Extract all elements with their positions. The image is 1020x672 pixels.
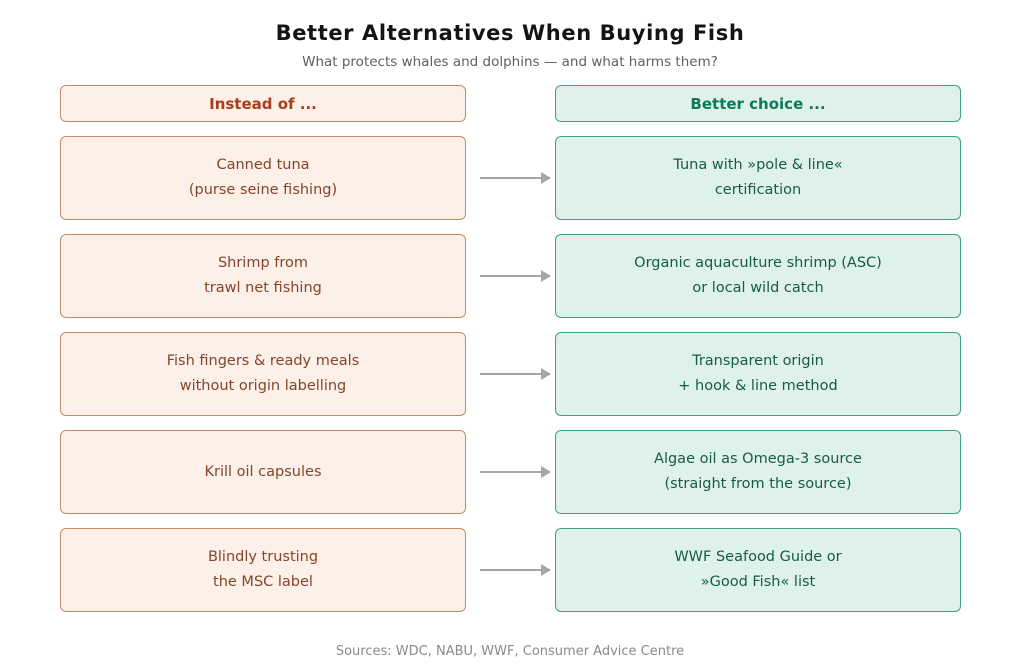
- arrow-right-icon: [479, 172, 551, 184]
- header-spacer: [466, 85, 555, 122]
- column-header-better: Better choice ...: [555, 85, 961, 122]
- page-title: Better Alternatives When Buying Fish: [275, 21, 745, 45]
- arrow-cell: [466, 136, 555, 220]
- arrow-cell: [466, 332, 555, 416]
- instead-item-krill-oil: Krill oil capsules: [60, 430, 466, 514]
- arrow-right-icon: [479, 466, 551, 478]
- arrow-right-icon: [479, 368, 551, 380]
- better-item-algae-oil: Algae oil as Omega-3 source (straight fr…: [555, 430, 961, 514]
- column-header-instead: Instead of ...: [60, 85, 466, 122]
- instead-item-fish-fingers: Fish fingers & ready meals without origi…: [60, 332, 466, 416]
- arrow-right-icon: [479, 270, 551, 282]
- instead-item-msc-label: Blindly trusting the MSC label: [60, 528, 466, 612]
- arrow-cell: [466, 430, 555, 514]
- better-item-transparent-origin: Transparent origin + hook & line method: [555, 332, 961, 416]
- arrow-cell: [466, 234, 555, 318]
- page-subtitle: What protects whales and dolphins — and …: [302, 54, 718, 70]
- better-item-pole-line-tuna: Tuna with »pole & line« certification: [555, 136, 961, 220]
- better-item-seafood-guide: WWF Seafood Guide or »Good Fish« list: [555, 528, 961, 612]
- sources-note: Sources: WDC, NABU, WWF, Consumer Advice…: [335, 644, 685, 659]
- arrow-cell: [466, 528, 555, 612]
- better-item-asc-shrimp: Organic aquaculture shrimp (ASC) or loca…: [555, 234, 961, 318]
- instead-item-canned-tuna: Canned tuna (purse seine fishing): [60, 136, 466, 220]
- comparison-grid: Instead of ... Better choice ... Canned …: [60, 85, 961, 612]
- instead-item-trawl-shrimp: Shrimp from trawl net fishing: [60, 234, 466, 318]
- arrow-right-icon: [479, 564, 551, 576]
